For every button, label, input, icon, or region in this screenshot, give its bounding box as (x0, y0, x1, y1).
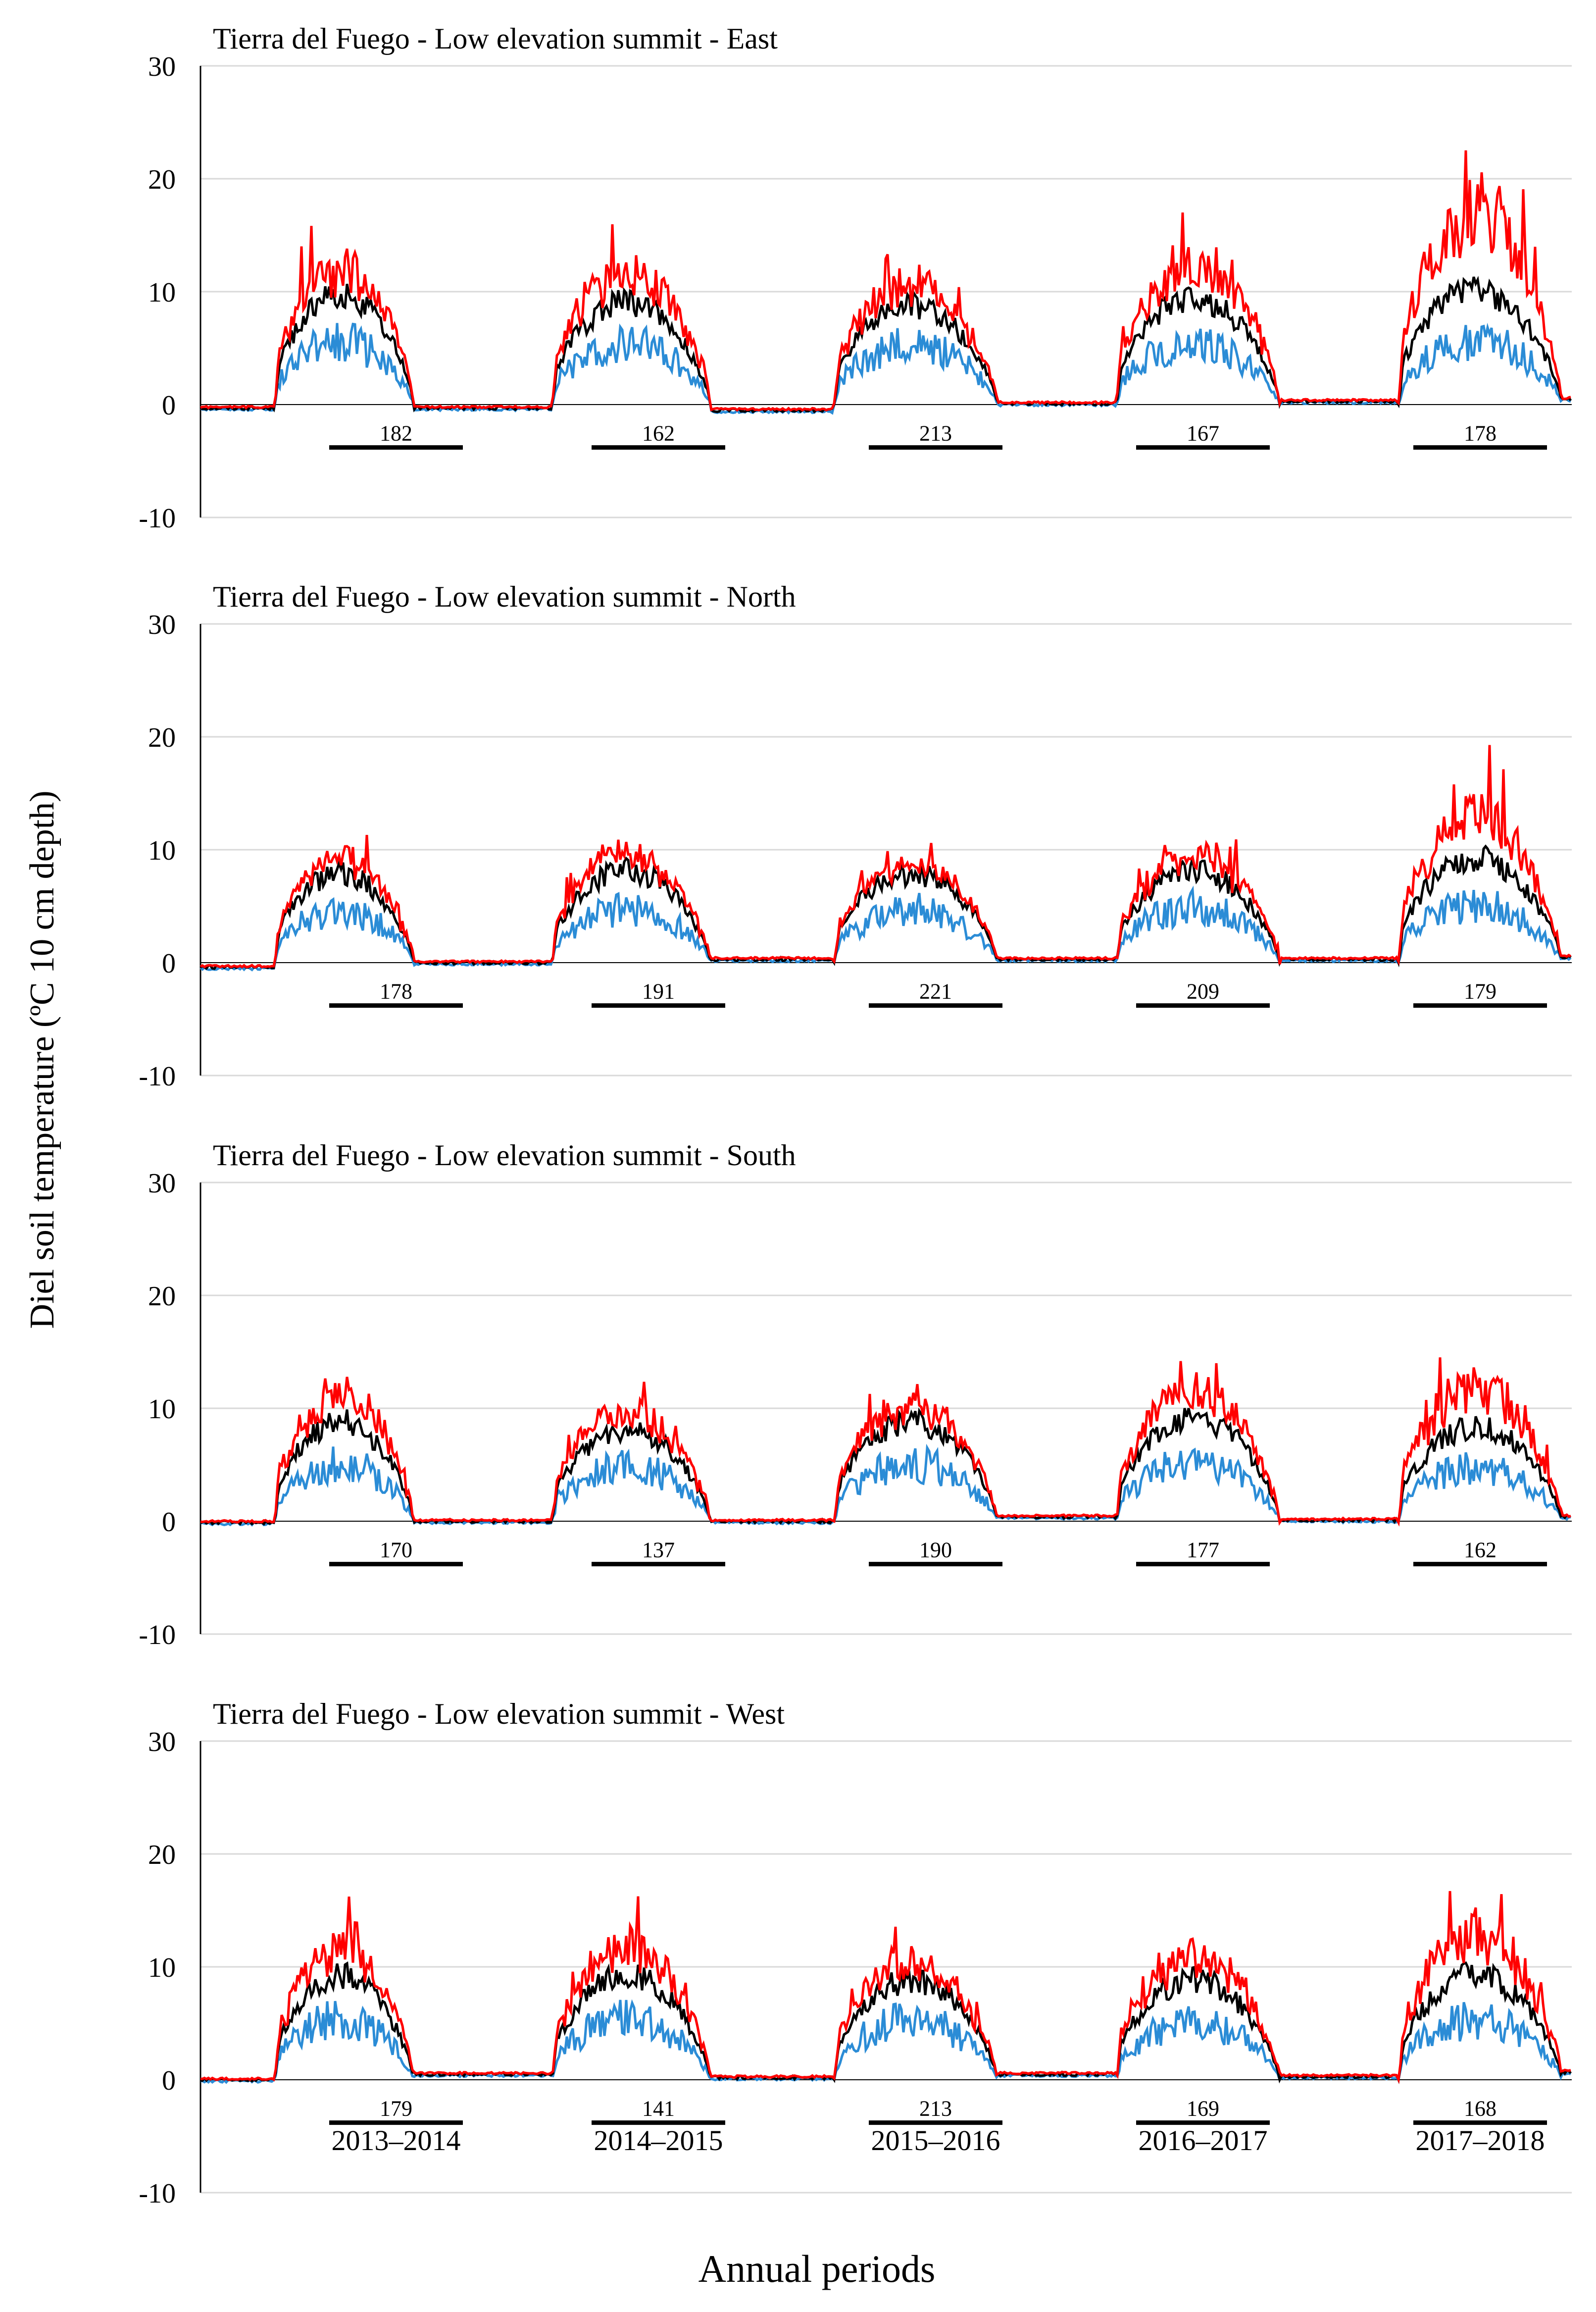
period-label: 2016–2017 (1139, 2124, 1268, 2157)
series-daily-maximum (200, 150, 1571, 412)
season-days-label: 178 (1464, 421, 1496, 446)
season-days-label: 179 (380, 2097, 412, 2121)
chart-panels: -10 0 10 20 30 Tierra del Fuego - Low elevati… (139, 22, 1572, 2209)
y-tick-label: 0 (162, 948, 176, 979)
y-tick-label: -10 (139, 1061, 176, 1092)
y-tick-label: 0 (162, 1507, 176, 1538)
season-days-label: 169 (1187, 2097, 1219, 2121)
y-tick-label: -10 (139, 503, 176, 534)
panel-east: -10 0 10 20 30 Tierra del Fuego - Low elevati… (139, 22, 1572, 534)
period-label: 2014–2015 (594, 2124, 723, 2157)
season-days-label: 213 (919, 421, 952, 446)
y-tick-label: 20 (148, 164, 176, 195)
y-tick-label: 10 (148, 1952, 176, 1983)
season-days-label: 141 (642, 2097, 675, 2121)
y-tick-label: 30 (148, 51, 176, 82)
series-daily-maximum (200, 745, 1572, 969)
y-tick-label: 0 (162, 2065, 176, 2096)
series-daily-mean (200, 276, 1572, 414)
season-days-label: 162 (642, 421, 675, 446)
x-axis-title: Annual periods (698, 2247, 936, 2290)
season-days-label: 179 (1464, 979, 1496, 1004)
y-tick-label: 30 (148, 1727, 176, 1757)
y-tick-label: -10 (139, 1620, 176, 1650)
season-days-label: 182 (380, 421, 412, 446)
panel-south: -10 0 10 20 30 Tierra del Fuego - Low elevati… (139, 1139, 1572, 1650)
season-days-label: 168 (1464, 2097, 1496, 2121)
season-days-label: 191 (642, 979, 675, 1004)
season-days-label: 221 (919, 979, 952, 1004)
y-tick-label: 0 (162, 390, 176, 421)
season-days-label: 167 (1187, 421, 1219, 446)
season-days-label: 178 (380, 979, 412, 1004)
season-days-label: 213 (919, 2097, 952, 2121)
season-days-label: 162 (1464, 1538, 1496, 1562)
series-daily-maximum (200, 1891, 1571, 2084)
y-tick-label: 10 (148, 1394, 176, 1425)
y-tick-label: 30 (148, 1168, 176, 1199)
panel-north: -10 0 10 20 30 Tierra del Fuego - Low elevati… (139, 580, 1572, 1092)
season-days-label: 209 (1187, 979, 1219, 1004)
period-label: 2017–2018 (1416, 2124, 1545, 2157)
y-tick-label: 20 (148, 722, 176, 753)
period-label: 2013–2014 (332, 2124, 461, 2157)
panel-title: Tierra del Fuego - Low elevation summit … (213, 580, 796, 613)
y-tick-label: -10 (139, 2178, 176, 2209)
y-tick-label: 20 (148, 1840, 176, 1870)
season-days-label: 177 (1187, 1538, 1219, 1562)
panel-title: Tierra del Fuego - Low elevation summit … (213, 22, 778, 55)
season-days-label: 170 (380, 1538, 412, 1562)
panel-title: Tierra del Fuego - Low elevation summit … (213, 1697, 785, 1730)
panel-west: -10 0 10 20 30 Tierra del Fuego - Low elevati… (139, 1697, 1572, 2209)
y-tick-label: 20 (148, 1281, 176, 1312)
panel-title: Tierra del Fuego - Low elevation summit … (213, 1139, 796, 1172)
y-tick-label: 30 (148, 610, 176, 640)
period-label: 2015–2016 (871, 2124, 1000, 2157)
season-days-label: 190 (919, 1538, 952, 1562)
y-tick-label: 10 (148, 277, 176, 308)
y-tick-label: 10 (148, 835, 176, 866)
season-days-label: 137 (642, 1538, 675, 1562)
y-axis-title: Diel soil temperature (ºC 10 cm depth) (23, 791, 61, 1329)
series-daily-maximum (200, 1357, 1571, 1527)
